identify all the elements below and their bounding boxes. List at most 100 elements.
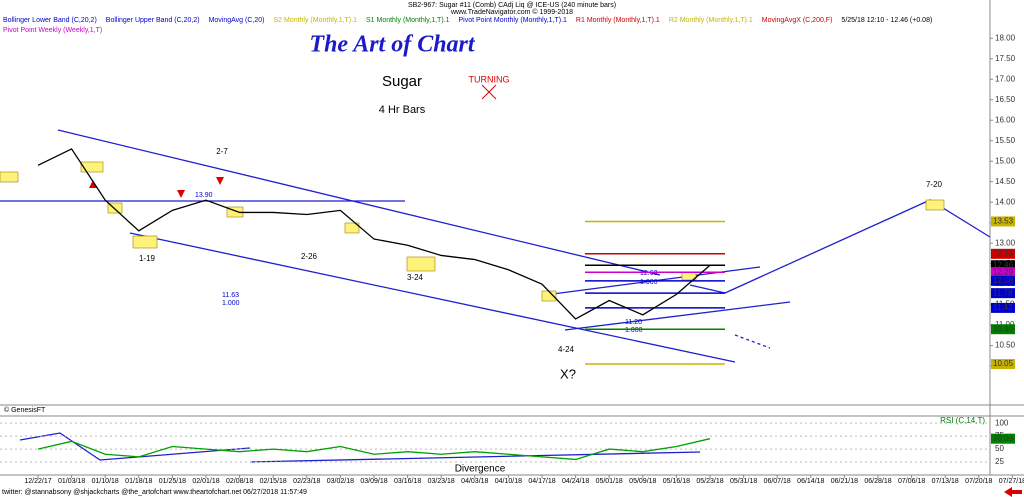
- fib-label: 13.90: [195, 192, 213, 199]
- level-box: [991, 216, 1015, 227]
- level-box: [991, 267, 1015, 278]
- y-tick-label: 15.00: [995, 156, 1016, 165]
- signal-label: TURNING: [469, 74, 510, 84]
- x-tick-label: 02/08/18: [226, 478, 253, 485]
- x-tick-label: 07/06/18: [898, 478, 925, 485]
- x-tick-label: 05/31/18: [730, 478, 757, 485]
- fib-label: 11.63: [222, 292, 239, 299]
- x-tick-label: 05/16/18: [663, 478, 690, 485]
- level-box: [991, 433, 1015, 444]
- footer: twitter: @stannabsony @shjackcharts @the…: [2, 489, 307, 496]
- legend-item: MovingAvg (C,20): [209, 17, 265, 24]
- series-line: [37, 148, 711, 320]
- x-tick-label: 06/21/18: [831, 478, 858, 485]
- legend: Bollinger Lower Band (C,20,2) Bollinger U…: [3, 17, 932, 24]
- x-tick-label: 06/07/18: [764, 478, 791, 485]
- x-tick-label: 05/23/18: [696, 478, 723, 485]
- level-label: 13.53: [993, 217, 1014, 226]
- y-tick-label: 14.50: [995, 177, 1016, 186]
- y-tick-label: 13.00: [995, 238, 1016, 247]
- bars-label: 4 Hr Bars: [379, 104, 426, 116]
- level-box: [991, 324, 1015, 335]
- turning-cross: [481, 84, 497, 100]
- level-label: 11.78: [993, 288, 1013, 297]
- y2-tick-label: 100: [995, 418, 1009, 427]
- legend-item: Bollinger Lower Band (C,20,2): [3, 17, 97, 24]
- legend-item: Bollinger Upper Band (C,20,2): [106, 17, 200, 24]
- nav-arrow[interactable]: [1004, 487, 1012, 497]
- y-tick-label: 17.00: [995, 74, 1016, 83]
- legend-item: Pivot Point Weekly (Weekly,1,T): [3, 27, 102, 34]
- x-tick-label: 12/22/17: [24, 478, 51, 485]
- logo: The Art of Chart: [309, 32, 475, 58]
- wave-label: 7-20: [926, 180, 943, 189]
- series-line: [37, 438, 711, 461]
- rsi-title: RSI (C,14,T): [940, 416, 985, 425]
- legend-item: S2 Monthly (Monthly,1,T).1: [273, 17, 357, 24]
- vendor-label: © GenesisFT: [4, 406, 46, 414]
- legend-item: 5/25/18 12:10 - 12.46 (+0.08): [841, 17, 932, 24]
- x-tick-label: 04/24/18: [562, 478, 589, 485]
- legend-item: MovingAvgX (C,200,F): [762, 17, 833, 24]
- level-label: 12.46: [993, 260, 1014, 269]
- x-tick-label: 01/25/18: [159, 478, 186, 485]
- x-tick-label: 04/03/18: [461, 478, 488, 485]
- x-tick-label: 07/20/18: [965, 478, 992, 485]
- y-tick-label: 18.00: [995, 33, 1016, 42]
- x-tick-label: 07/13/18: [932, 478, 959, 485]
- y-tick-label: 16.00: [995, 115, 1016, 124]
- x-tick-label: 03/23/18: [428, 478, 455, 485]
- x-tick-label: 01/10/18: [92, 478, 119, 485]
- level-box: [991, 302, 1015, 313]
- level-box: [991, 288, 1015, 299]
- divergence-label: Divergence: [455, 464, 506, 475]
- legend-item: R2 Monthly (Monthly,1,T).1: [669, 17, 753, 24]
- x-tick-label: 02/23/18: [293, 478, 320, 485]
- x-tick-label: 01/18/18: [125, 478, 152, 485]
- wave-label: 4-24: [558, 345, 575, 354]
- x-tick-label: 06/28/18: [864, 478, 891, 485]
- y2-tick-label: 50: [995, 444, 1004, 453]
- fib-label: 11.20: [625, 319, 642, 326]
- level-label: 12.74: [993, 249, 1014, 258]
- level-box: [991, 260, 1015, 271]
- x-tick-label: 03/09/18: [360, 478, 387, 485]
- x-tick-label: 04/10/18: [495, 478, 522, 485]
- level-label: 10.05: [993, 359, 1014, 368]
- x-tick-label: 06/14/18: [797, 478, 824, 485]
- x-tick-label: 03/16/18: [394, 478, 421, 485]
- level-box: [991, 359, 1015, 370]
- y-tick-label: 16.50: [995, 95, 1016, 104]
- x-tick-label: 02/01/18: [192, 478, 219, 485]
- level-box: [991, 248, 1015, 259]
- symbol-label: Sugar: [382, 73, 422, 90]
- wave-label: 3-24: [407, 273, 424, 282]
- fib-label: 1.000: [625, 327, 643, 334]
- header: www.TradeNavigator.com © 1999-2018: [450, 8, 573, 16]
- wave-label: 2-26: [301, 252, 318, 261]
- level-box: [991, 275, 1015, 286]
- x-tick-label: 02/15/18: [260, 478, 287, 485]
- level-label: 12.08: [993, 276, 1014, 285]
- x-tick-label: 07/27/18: [999, 478, 1024, 485]
- wave-label: X?: [560, 366, 576, 381]
- legend-item: S1 Monthly (Monthly,1,T).1: [366, 17, 450, 24]
- fib-label: 12.63: [640, 270, 658, 277]
- fib-label: 1.000: [222, 300, 240, 307]
- y-tick-label: 10.50: [995, 341, 1016, 350]
- x-tick-label: 05/01/18: [596, 478, 623, 485]
- x-tick-label: 04/17/18: [528, 478, 555, 485]
- level-label: 10.90: [993, 324, 1014, 333]
- legend-item: R1 Monthly (Monthly,1,T).1: [576, 17, 660, 24]
- wave-label: 1-19: [139, 254, 156, 263]
- y-tick-label: 14.00: [995, 197, 1016, 206]
- nav-arrow[interactable]: [1012, 490, 1022, 494]
- x-tick-label: 05/09/18: [629, 478, 656, 485]
- header: SB2-967: Sugar #11 (Comb) CAdj Liq @ ICE…: [408, 2, 616, 9]
- x-tick-label: 03/02/18: [327, 478, 354, 485]
- y-tick-label: 15.50: [995, 136, 1016, 145]
- level-label: 70.09: [993, 434, 1014, 443]
- legend-item: Pivot Point Monthly (Monthly,1,T).1: [459, 17, 568, 24]
